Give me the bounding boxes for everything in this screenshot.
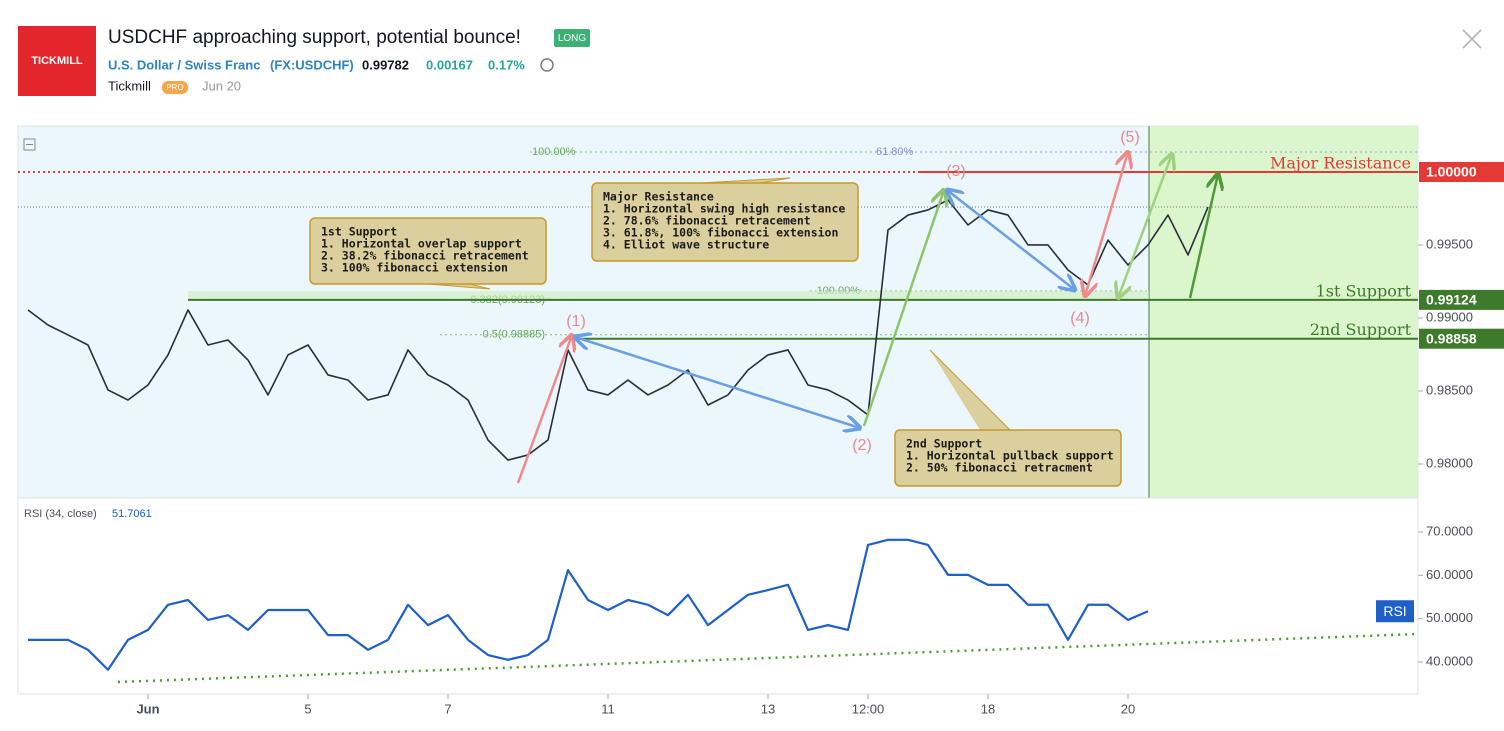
alert-icon[interactable]: [540, 58, 554, 72]
callout-text: Major Resistance: [603, 190, 714, 204]
wave-label: (2): [852, 437, 872, 454]
y-tick-label: 70.0000: [1426, 523, 1473, 538]
rsi-line: [28, 538, 1149, 671]
long-badge-text: LONG: [558, 33, 587, 44]
wave-arrow: [862, 190, 944, 427]
author[interactable]: Tickmill: [108, 78, 151, 93]
callout-text: 1. Horizontal overlap support: [321, 237, 522, 251]
callout: [309, 217, 547, 285]
x-tick-label: 20: [1121, 701, 1135, 716]
callout: [591, 182, 859, 262]
level-value: 0.99124: [1426, 292, 1477, 308]
y-tick-label: 60.0000: [1426, 567, 1473, 582]
level-value: 1.00000: [1426, 164, 1477, 180]
pair-name[interactable]: U.S. Dollar / Swiss Franc: [108, 57, 260, 72]
logo: [18, 26, 96, 96]
logo-text: TICKMILL: [31, 55, 83, 67]
pro-badge-text: PRO: [166, 83, 183, 92]
callout-text: 4. Elliot wave structure: [603, 238, 769, 252]
level-badge: [1419, 289, 1504, 310]
symbol[interactable]: (FX:USDCHF): [270, 57, 354, 72]
level-value: 0.98858: [1426, 330, 1477, 346]
wave-label: (1): [566, 313, 586, 330]
callout: [894, 429, 1122, 487]
rsi-last-value: 51.7061: [112, 508, 152, 520]
x-tick-label: 11: [601, 701, 615, 716]
long-badge: [554, 29, 590, 47]
x-tick-label: 13: [761, 701, 775, 716]
x-tick-label: 7: [444, 701, 451, 716]
callout-pointer: [699, 177, 791, 184]
callout-text: 1. Horizontal swing high resistance: [603, 202, 845, 216]
callout-pointer: [427, 283, 491, 290]
y-tick-label: 0.98500: [1426, 382, 1473, 397]
y-tick-label: 0.98000: [1426, 455, 1473, 470]
x-tick-label: Jun: [136, 701, 159, 716]
level-name: 2nd Support: [1310, 320, 1412, 339]
level-badge: [1419, 161, 1504, 182]
x-tick-label: 18: [981, 701, 995, 716]
change: 0.00167: [426, 57, 473, 72]
y-tick-label: 40.0000: [1426, 653, 1473, 668]
wave-arrow: [516, 335, 572, 484]
wave-label: (5): [1120, 129, 1140, 146]
wave-arrow: [575, 337, 860, 428]
idea-title: USDCHF approaching support, potential bo…: [108, 27, 521, 48]
collapse-button[interactable]: [23, 138, 36, 151]
callout-text: 3. 61.8%, 100% fibonacci extension: [603, 226, 838, 240]
x-tick-label: 5: [304, 701, 311, 716]
close-button[interactable]: [1462, 29, 1482, 49]
rsi-badge: [1376, 600, 1414, 623]
date: Jun 20: [202, 78, 241, 93]
fib-label: 61.80%: [876, 146, 914, 158]
rsi-pane: [17, 497, 1419, 695]
y-tick-label: 0.99500: [1426, 236, 1473, 251]
projection-zone: [1149, 126, 1418, 498]
callout-text: 2. 50% fibonacci retracment: [906, 461, 1093, 475]
wave-label: (4): [1070, 310, 1090, 327]
support-zone: [188, 290, 1149, 300]
rsi-badge-text: RSI: [1383, 603, 1406, 619]
fib-label: 0.5(0.98885): [483, 329, 545, 341]
level-name: Major Resistance: [1270, 153, 1411, 172]
wave-arrow: [1118, 154, 1172, 298]
wave-label: (3): [946, 163, 966, 180]
wave-arrow: [1188, 174, 1218, 299]
rsi-title: RSI (34, close): [24, 508, 97, 520]
y-tick-label: 50.0000: [1426, 610, 1473, 625]
y-tick-label: 0.99000: [1426, 309, 1473, 324]
x-tick-label: 12:00: [852, 701, 885, 716]
callout-text: 1. Horizontal pullback support: [906, 449, 1114, 463]
change-pct: 0.17%: [488, 57, 525, 72]
price: 0.99782: [362, 57, 409, 72]
level-name: 1st Support: [1316, 281, 1412, 300]
fib-label: 100.00%: [532, 146, 576, 158]
callout-text: 2. 78.6% fibonacci retracement: [603, 214, 811, 228]
callout-text: 3. 100% fibonacci extension: [321, 261, 508, 275]
wave-arrow: [947, 190, 1075, 290]
callout-text: 1st Support: [321, 225, 397, 239]
callout-text: 2. 38.2% fibonacci retracement: [321, 249, 529, 263]
pro-badge: [162, 81, 188, 94]
level-badge: [1419, 328, 1504, 349]
callout-text: 2nd Support: [906, 437, 982, 451]
